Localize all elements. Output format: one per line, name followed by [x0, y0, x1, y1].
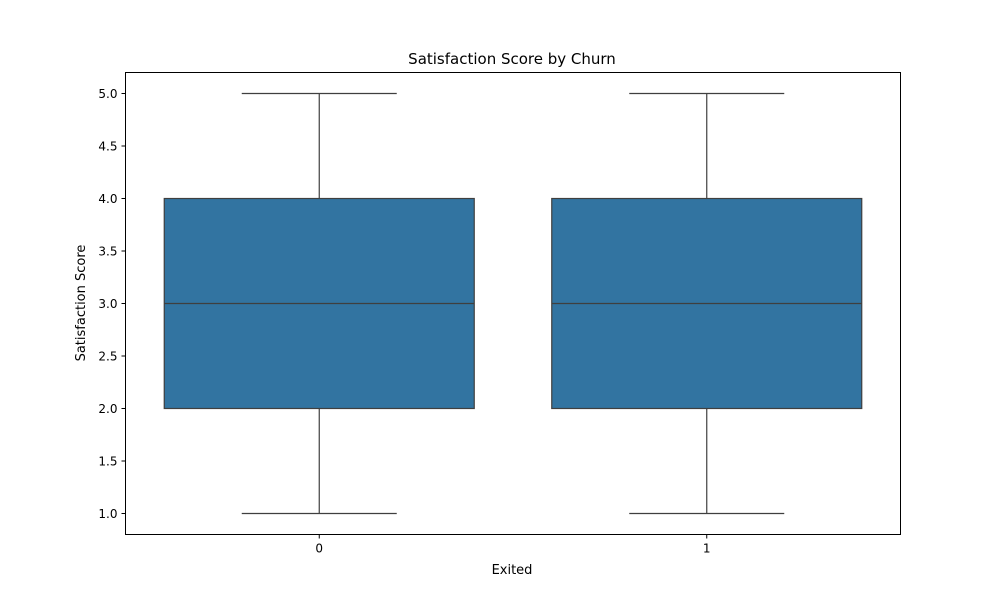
boxes-group [163, 92, 863, 515]
x-tick-label: 1 [703, 542, 711, 556]
x-axis-label: Exited [492, 563, 533, 578]
x-tick-label: 0 [315, 542, 323, 556]
y-axis-label: Satisfaction Score [74, 245, 89, 362]
box-0 [163, 92, 475, 515]
chart-title: Satisfaction Score by Churn [408, 50, 616, 68]
y-tick-label: 4.5 [98, 140, 117, 154]
y-tick-label: 3.5 [98, 245, 117, 259]
y-tick-label: 2.0 [98, 402, 117, 416]
box-1 [551, 92, 863, 515]
y-tick-label: 1.5 [98, 455, 117, 469]
y-tick-label: 2.5 [98, 350, 117, 364]
y-axis-ticks: 1.0 1.5 2.0 2.5 3.0 3.5 4.0 4.5 5.0 [98, 87, 126, 521]
plot-area-frame [125, 72, 901, 535]
y-tick-label: 4.0 [98, 192, 117, 206]
y-tick-label: 1.0 [98, 507, 117, 521]
y-tick-label: 5.0 [98, 87, 117, 101]
y-tick-label: 3.0 [98, 297, 117, 311]
